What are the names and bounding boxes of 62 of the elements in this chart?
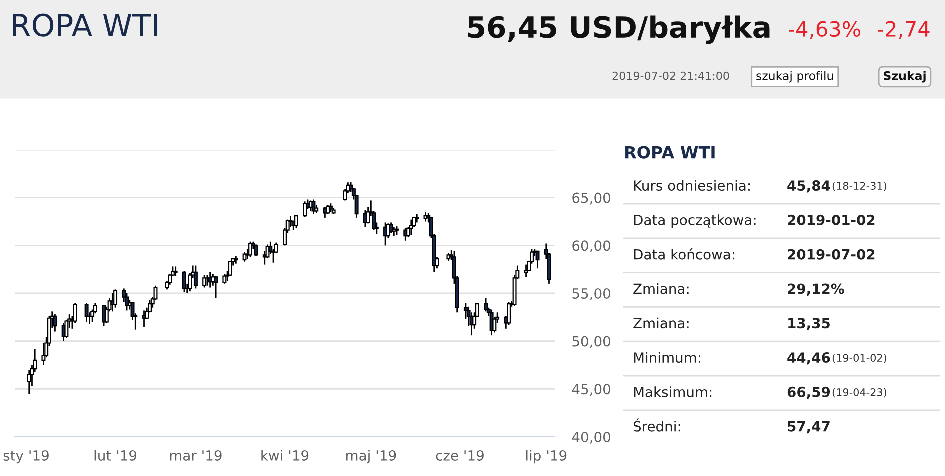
y-tick-label: 50,00 xyxy=(572,336,611,348)
x-tick-label: lut '19 xyxy=(94,450,137,461)
x-tick-label: cze '19 xyxy=(436,450,484,461)
text: 2019-07-02 xyxy=(788,249,875,260)
text: Kurs odniesienia: xyxy=(634,180,750,192)
candlestick xyxy=(242,252,247,263)
x-tick-label: maj '19 xyxy=(346,450,396,464)
text: 66,59 xyxy=(788,386,830,400)
candlestick xyxy=(536,250,540,270)
candlestick xyxy=(194,265,198,290)
text: (18-12-31) xyxy=(832,182,887,192)
text: Zmiana: xyxy=(634,318,689,329)
text: Data początkowa: xyxy=(634,214,756,228)
text: (19-01-02) xyxy=(832,354,887,364)
text: 2019-07-02 21:41:00 xyxy=(612,72,730,80)
x-tick-label: lip '19 xyxy=(526,450,567,464)
candlestick xyxy=(202,274,207,288)
candlestick xyxy=(222,274,227,285)
text: 29,12% xyxy=(788,284,844,296)
candlestick xyxy=(389,222,394,234)
x-tick-label: kwi '19 xyxy=(262,450,309,461)
text: Szukaj xyxy=(884,71,926,83)
text: 13,35 xyxy=(788,318,830,330)
y-tick-label: 55,00 xyxy=(572,288,611,300)
candlestick xyxy=(114,288,118,309)
text: -4,63% xyxy=(789,21,861,40)
text: Zmiana: xyxy=(634,283,689,294)
candlestick xyxy=(288,215,293,228)
text: Minimum: xyxy=(634,352,700,364)
text: Średni: xyxy=(634,418,680,432)
candlestick xyxy=(507,301,512,326)
text: szukaj profilu xyxy=(756,71,834,83)
text: -2,74 xyxy=(878,21,930,40)
candlestick xyxy=(248,241,253,258)
text: 2019-01-02 xyxy=(788,214,875,226)
candlestick xyxy=(228,260,232,277)
text: 44,46 xyxy=(788,352,830,365)
text: Data końcowa: xyxy=(634,248,734,260)
x-tick-label: mar '19 xyxy=(170,450,222,461)
candlestick xyxy=(484,298,488,312)
x-tick-label: sty '19 xyxy=(4,450,49,464)
y-tick-label: 60,00 xyxy=(572,240,611,253)
y-tick-label: 45,00 xyxy=(572,384,611,396)
chart-title: ROPA WTI xyxy=(13,14,158,37)
candlestick xyxy=(524,264,528,278)
text: 45,84 xyxy=(788,180,830,193)
candlestick xyxy=(312,199,316,215)
text: 57,47 xyxy=(788,422,830,434)
candlestick xyxy=(27,369,32,396)
candlestick xyxy=(409,219,414,236)
text: ROPA WTI xyxy=(626,146,715,159)
y-tick-label: 40,00 xyxy=(572,432,611,444)
candlestick xyxy=(303,200,308,218)
text: (19-04-23) xyxy=(832,388,887,398)
candlestick xyxy=(214,276,218,299)
candlestick xyxy=(125,292,130,312)
text: Maksimum: xyxy=(634,386,712,398)
candlestick xyxy=(174,266,178,277)
candlestick xyxy=(294,214,298,230)
candlestick xyxy=(349,182,354,193)
text: 56,45 USD/baryłka xyxy=(468,16,770,44)
y-tick-label: 65,00 xyxy=(572,192,611,205)
